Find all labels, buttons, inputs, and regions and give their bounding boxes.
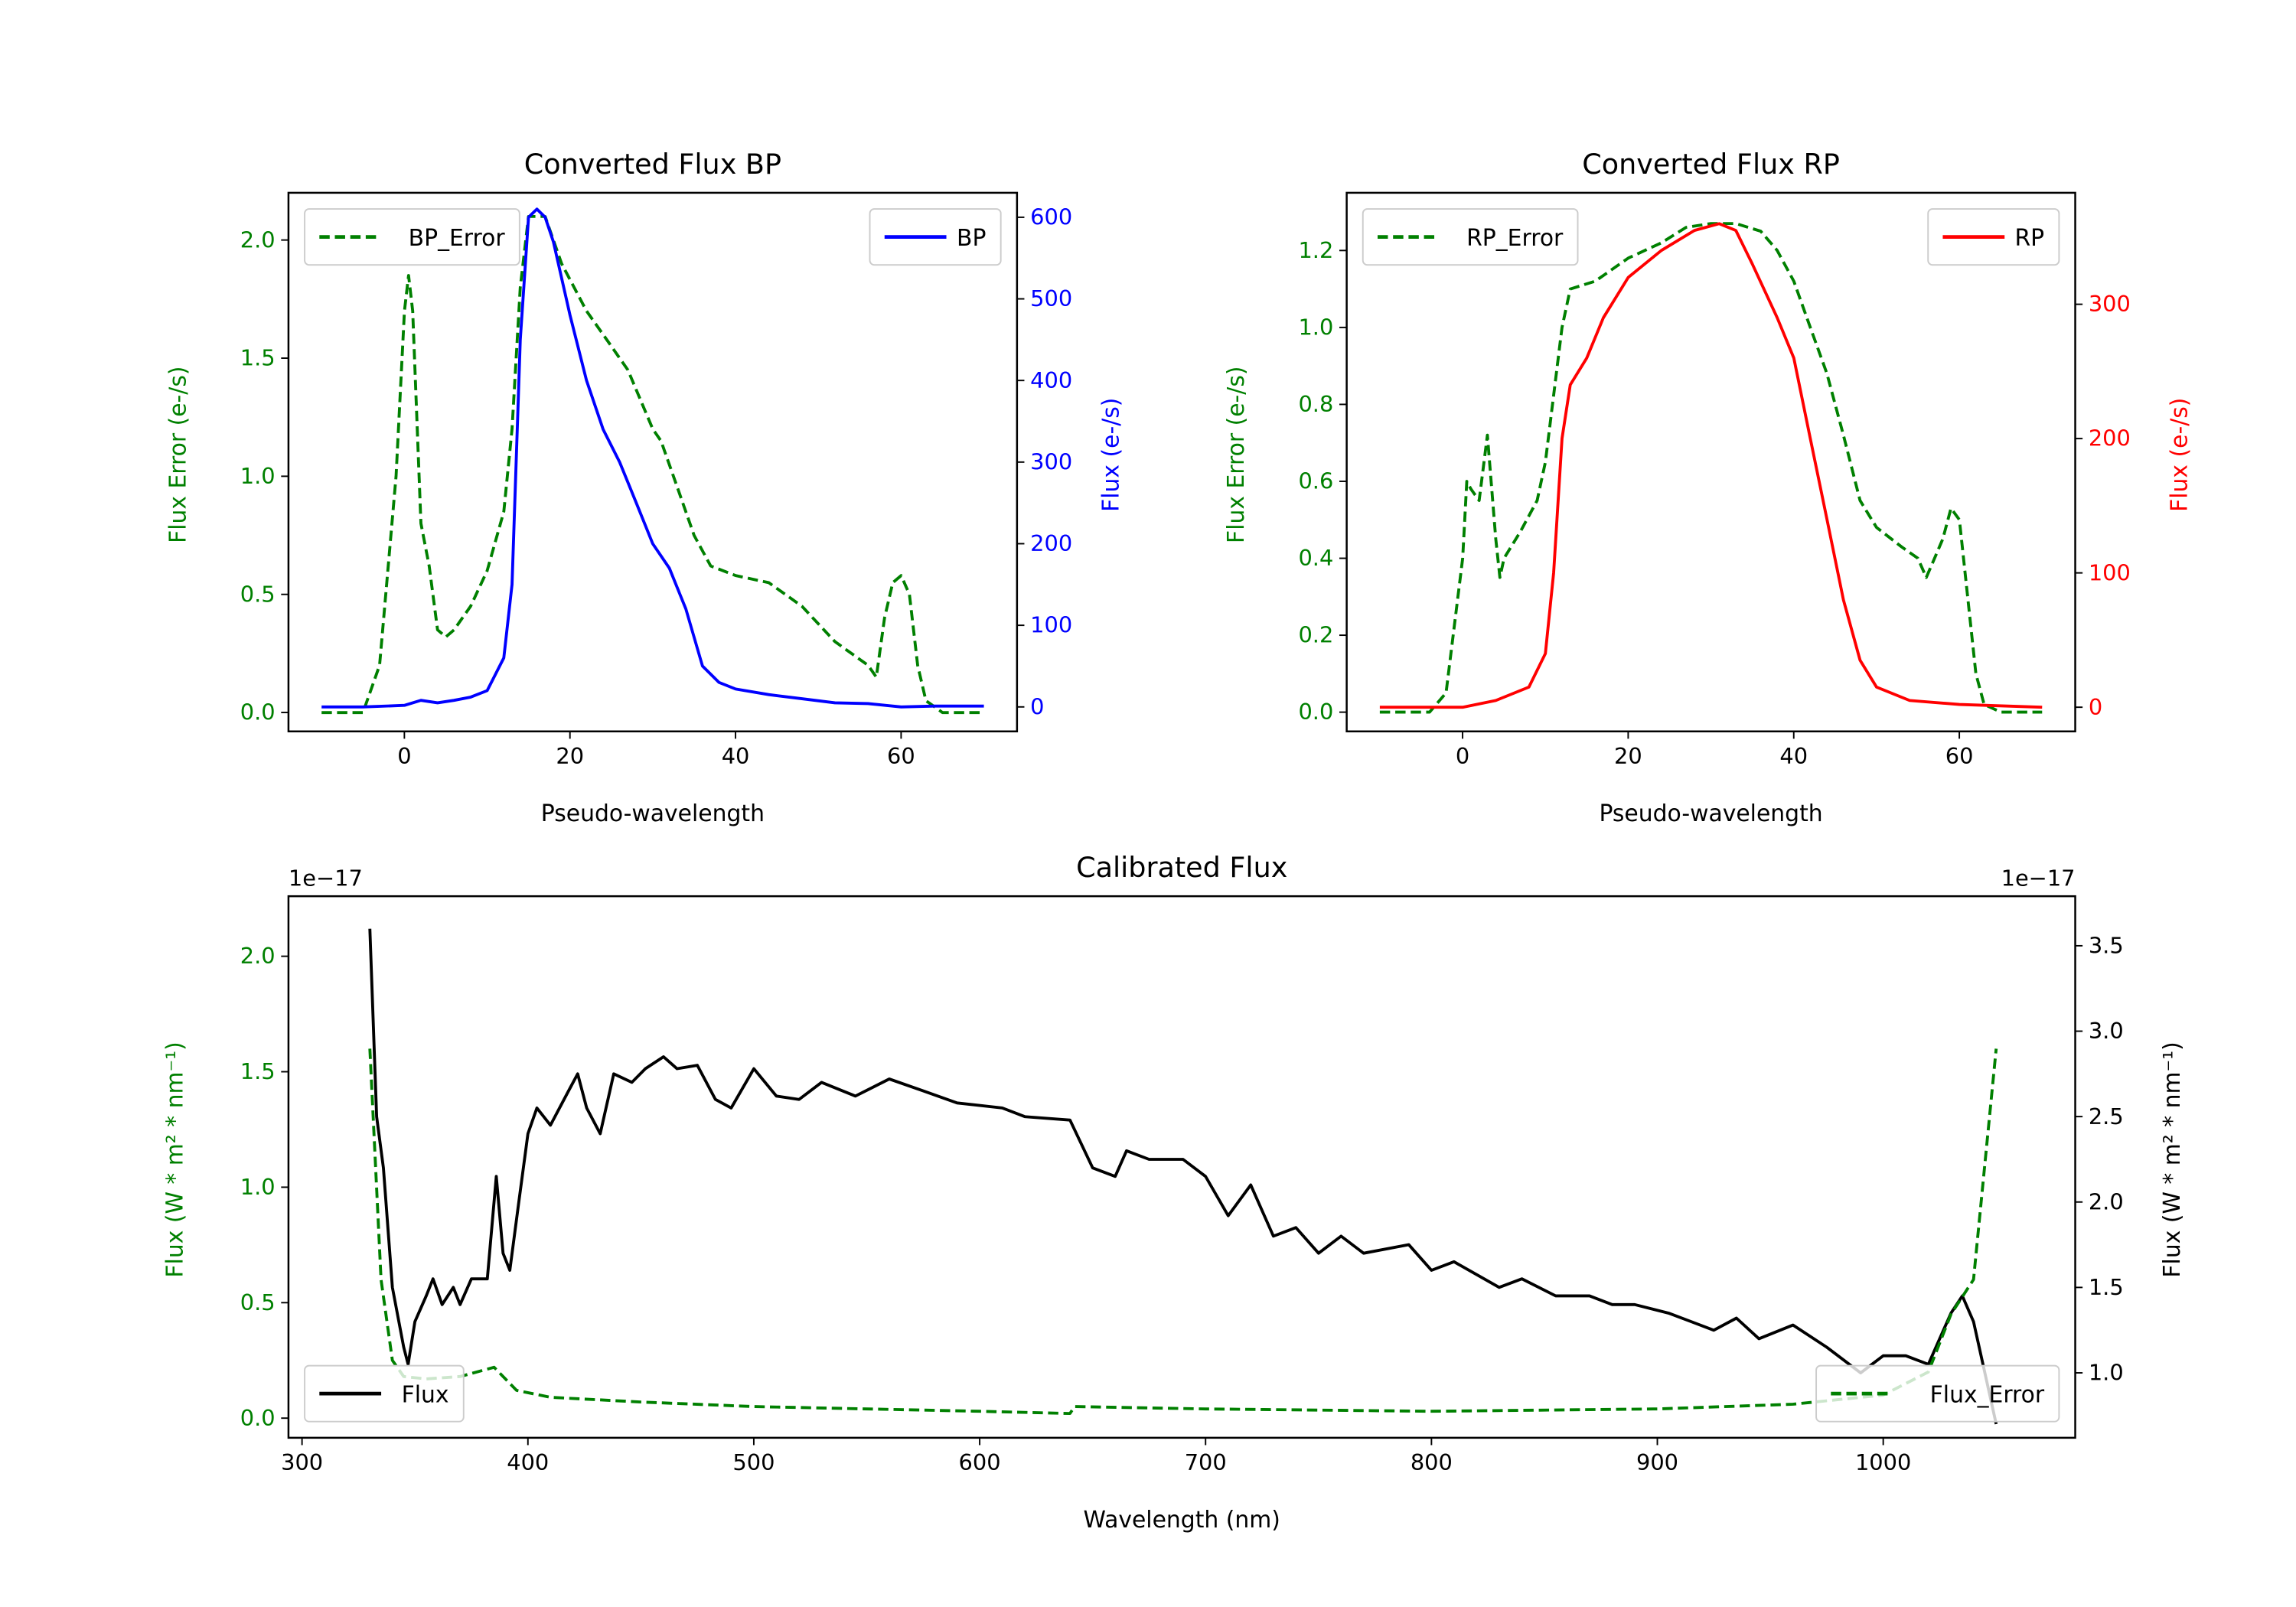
y-left-tick-label: 1.0 (240, 463, 276, 489)
legend-label: BP (957, 225, 986, 252)
x-tick-label: 40 (722, 743, 750, 769)
y-right-tick-label: 0 (1030, 693, 1044, 719)
y-left-tick-label: 0.6 (1298, 468, 1333, 494)
chart-title: Calibrated Flux (1076, 851, 1287, 884)
legend-box (304, 1364, 465, 1423)
y-left-tick-label: 1.2 (1298, 237, 1333, 263)
y-right-tick-label: 400 (1030, 367, 1072, 393)
legend-flux: Flux (304, 1364, 465, 1423)
legend-label: RP (2014, 225, 2044, 252)
legend-label: Flux (402, 1382, 449, 1409)
legend-box (1362, 208, 1579, 266)
series-line-rp (1379, 222, 2043, 709)
y-left-tick-label: 1.5 (240, 345, 276, 371)
y-right-tick-label: 0 (2089, 694, 2102, 720)
y-left-tick-label: 0.4 (1298, 545, 1333, 571)
x-tick-label: 20 (1614, 743, 1642, 769)
x-tick-label: 300 (281, 1449, 323, 1475)
x-tick-label: 60 (1945, 743, 1974, 769)
y-right-tick-label: 3.5 (2089, 933, 2124, 959)
x-tick-label: 400 (507, 1449, 549, 1475)
series-line-flux (368, 928, 1998, 1425)
y-left-tick-label: 0.5 (240, 581, 276, 607)
y-left-tick-label: 1.0 (1298, 315, 1333, 341)
x-tick-label: 1000 (1855, 1449, 1911, 1475)
y-right-tick-label: 200 (2089, 425, 2131, 451)
y-right-tick-label: 2.0 (2089, 1188, 2124, 1214)
legend-box (304, 208, 520, 266)
y-left-tick-label: 0.0 (1298, 699, 1333, 725)
chart-panel-1: 0 20 40 60 0.0 0.2 0.4 0.6 0.8 1.0 1.2 0 100 200 300 Co… (1223, 148, 2193, 827)
x-axis-label: Pseudo-wavelength (1599, 800, 1822, 827)
x-tick-label: 900 (1636, 1449, 1678, 1475)
y-right-tick-label: 1.0 (2089, 1360, 2124, 1386)
y-right-tick-label: 100 (1030, 612, 1072, 638)
x-tick-label: 0 (1456, 743, 1469, 769)
y-right-tick-label: 300 (2089, 291, 2131, 317)
x-tick-label: 700 (1185, 1449, 1227, 1475)
y-right-tick-label: 200 (1030, 530, 1072, 556)
x-tick-label: 60 (887, 743, 915, 769)
legend-label: RP_Error (1466, 225, 1564, 252)
legend-bp-error: BP_Error (304, 208, 520, 266)
y-right-tick-label: 100 (2089, 559, 2131, 585)
y-axis-label-left: Flux Error (e-/s) (165, 367, 191, 543)
series-line-bp-error (321, 214, 984, 715)
chart-panel-2: 300 400 500 600 700 800 900 1000 0.0 0.5 1.0 1.5 2.0… (161, 851, 2186, 1534)
y-left-tick-label: 1.0 (240, 1174, 276, 1200)
y-left-tick-label: 0.5 (240, 1289, 276, 1315)
legend-label: Flux_Error (1930, 1382, 2045, 1409)
x-tick-label: 20 (556, 743, 584, 769)
y-left-tick-label: 0.0 (240, 1405, 276, 1431)
legend-rp: RP (1927, 208, 2060, 266)
axes-frame (287, 895, 2076, 1439)
y-left-tick-label: 1.5 (240, 1058, 276, 1084)
y-left-offset-label: 1e−17 (289, 865, 363, 892)
x-axis-label: Pseudo-wavelength (541, 800, 765, 827)
chart-title: Converted Flux BP (524, 148, 781, 181)
x-tick-label: 800 (1411, 1449, 1453, 1475)
y-right-offset-label: 1e−17 (2001, 865, 2076, 892)
y-axis-label-right: Flux (e-/s) (1098, 398, 1125, 512)
chart-title: Converted Flux RP (1582, 148, 1840, 181)
y-left-tick-label: 0.8 (1298, 391, 1333, 417)
y-right-tick-label: 300 (1030, 448, 1072, 474)
y-axis-label-left: Flux Error (e-/s) (1223, 367, 1250, 543)
x-tick-label: 40 (1779, 743, 1808, 769)
x-tick-label: 600 (959, 1449, 1001, 1475)
y-left-tick-label: 2.0 (240, 943, 276, 969)
y-right-tick-label: 2.5 (2089, 1103, 2124, 1129)
y-axis-label-right: Flux (W * m² * nm⁻¹) (2159, 1041, 2186, 1277)
x-tick-label: 500 (732, 1449, 775, 1475)
series-line-rp-error (1379, 222, 2043, 714)
y-axis-label-right: Flux (e-/s) (2167, 398, 2193, 512)
y-right-tick-label: 500 (1030, 285, 1072, 311)
series-line-flux-error (368, 1048, 1998, 1416)
legend-flux-error: Flux_Error (1815, 1364, 2060, 1423)
y-right-tick-label: 600 (1030, 204, 1072, 230)
y-right-tick-label: 1.5 (2089, 1274, 2124, 1300)
x-tick-label: 0 (397, 743, 411, 769)
legend-rp-error: RP_Error (1362, 208, 1579, 266)
legend-label: BP_Error (409, 225, 506, 252)
x-axis-label: Wavelength (nm) (1084, 1507, 1280, 1534)
y-left-tick-label: 0.0 (240, 699, 276, 725)
series-line-bp (321, 207, 984, 709)
y-left-tick-label: 2.0 (240, 227, 276, 253)
chart-panel-0: 0 20 40 60 0.0 0.5 1.0 1.5 2.0 0 100 200 300 400 500 60… (165, 148, 1124, 827)
y-left-tick-label: 0.2 (1298, 622, 1333, 648)
axes-frame (1345, 191, 2076, 733)
legend-box (1815, 1364, 2060, 1423)
legend-bp: BP (869, 208, 1002, 266)
y-right-tick-label: 3.0 (2089, 1018, 2124, 1044)
y-axis-label-left: Flux (W * m² * nm⁻¹) (161, 1041, 188, 1277)
